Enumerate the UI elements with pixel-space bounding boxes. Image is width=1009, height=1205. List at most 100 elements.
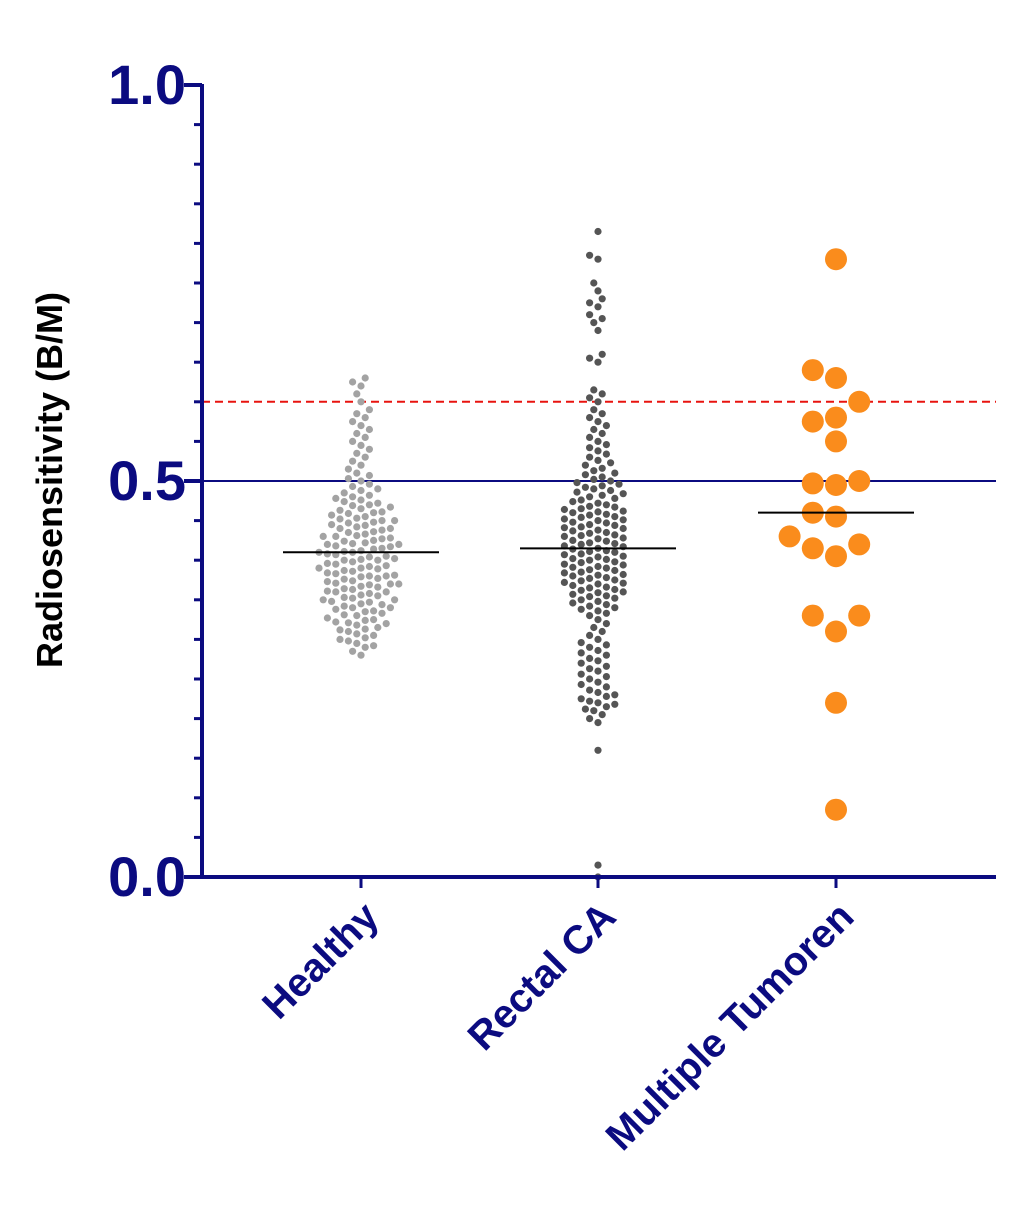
- data-point-healthy: [353, 630, 361, 638]
- data-point-rectal-ca: [577, 540, 585, 549]
- data-point-healthy: [349, 418, 357, 426]
- data-point-healthy: [344, 465, 352, 473]
- data-point-healthy: [386, 503, 394, 511]
- data-point-healthy: [340, 602, 348, 610]
- data-point-healthy: [332, 588, 340, 596]
- data-point-healthy: [386, 534, 394, 542]
- data-point-rectal-ca: [611, 503, 619, 511]
- data-point-rectal-ca: [594, 535, 602, 543]
- data-point-rectal-ca: [577, 659, 585, 667]
- data-point-healthy: [340, 537, 348, 545]
- data-point-healthy: [365, 572, 373, 580]
- data-point-rectal-ca: [594, 667, 602, 675]
- data-point-rectal-ca: [590, 279, 598, 287]
- data-point-rectal-ca: [569, 563, 577, 571]
- data-point-healthy: [361, 616, 369, 625]
- data-point-healthy: [349, 502, 357, 510]
- data-point-rectal-ca: [569, 590, 577, 598]
- data-point-healthy: [361, 643, 369, 651]
- data-point-rectal-ca: [577, 568, 585, 576]
- data-point-rectal-ca: [590, 467, 598, 475]
- data-point-healthy: [357, 573, 365, 581]
- data-point-rectal-ca: [586, 574, 594, 583]
- data-point-rectal-ca: [586, 686, 594, 694]
- data-point-rectal-ca: [611, 691, 619, 699]
- data-point-rectal-ca: [594, 657, 602, 665]
- data-point-rectal-ca: [611, 585, 619, 594]
- data-point-rectal-ca: [619, 570, 627, 579]
- data-point-multiple-tumoren: [848, 390, 871, 413]
- data-point-healthy: [319, 532, 327, 541]
- data-point-rectal-ca: [602, 620, 611, 628]
- data-point-healthy: [323, 578, 331, 586]
- data-point-healthy: [344, 509, 352, 518]
- y-tick-label: 0.5: [108, 449, 186, 512]
- data-point-healthy: [340, 585, 348, 593]
- data-point-healthy: [365, 589, 373, 598]
- data-point-rectal-ca: [586, 643, 594, 651]
- data-point-multiple-tumoren: [825, 798, 847, 821]
- data-point-healthy: [374, 499, 382, 507]
- data-point-rectal-ca: [602, 662, 611, 670]
- data-point-rectal-ca: [594, 616, 602, 624]
- data-point-rectal-ca: [602, 510, 611, 518]
- data-point-rectal-ca: [619, 490, 627, 498]
- data-point-healthy: [361, 625, 369, 633]
- data-point-healthy: [361, 530, 369, 538]
- data-point-healthy: [357, 591, 365, 599]
- data-point-rectal-ca: [594, 861, 602, 869]
- data-point-rectal-ca: [594, 688, 602, 697]
- data-point-rectal-ca: [594, 418, 602, 426]
- data-point-healthy: [382, 552, 390, 560]
- data-point-healthy: [332, 560, 340, 568]
- data-point-healthy: [328, 511, 336, 519]
- data-point-healthy: [357, 441, 365, 449]
- data-point-rectal-ca: [560, 515, 569, 523]
- data-point-rectal-ca: [586, 697, 594, 705]
- data-point-rectal-ca: [569, 536, 577, 545]
- data-point-healthy: [340, 556, 348, 564]
- data-point-rectal-ca: [577, 596, 585, 604]
- data-point-healthy: [370, 631, 378, 640]
- data-point-rectal-ca: [611, 594, 619, 602]
- data-point-healthy: [357, 486, 365, 495]
- data-point-healthy: [349, 493, 357, 501]
- data-point-rectal-ca: [594, 508, 602, 516]
- data-point-healthy: [374, 565, 382, 573]
- data-point-healthy: [391, 571, 399, 579]
- data-point-healthy: [353, 621, 361, 629]
- y-tick-label: 1.0: [108, 53, 186, 116]
- data-point-rectal-ca: [590, 707, 598, 715]
- data-point-healthy: [332, 494, 340, 502]
- data-point-healthy: [374, 574, 382, 583]
- data-point-rectal-ca: [594, 358, 602, 366]
- data-point-rectal-ca: [586, 311, 594, 319]
- data-point-multiple-tumoren: [825, 545, 847, 568]
- data-point-healthy: [349, 558, 357, 566]
- data-point-rectal-ca: [602, 601, 611, 609]
- data-point-healthy: [353, 523, 361, 531]
- data-point-rectal-ca: [586, 612, 594, 620]
- data-point-rectal-ca: [611, 558, 619, 566]
- data-point-healthy: [336, 506, 344, 514]
- data-point-rectal-ca: [586, 654, 594, 663]
- data-point-healthy: [378, 609, 386, 617]
- data-point-rectal-ca: [598, 315, 606, 323]
- data-point-healthy: [365, 406, 373, 414]
- data-point-healthy: [357, 505, 365, 513]
- data-point-rectal-ca: [586, 453, 594, 461]
- data-point-healthy: [365, 553, 373, 561]
- data-point-healthy: [349, 585, 357, 594]
- data-point-rectal-ca: [602, 574, 611, 582]
- data-point-rectal-ca: [577, 649, 585, 657]
- data-point-rectal-ca: [594, 646, 602, 655]
- data-point-healthy: [370, 509, 378, 517]
- data-point-rectal-ca: [560, 505, 569, 514]
- data-point-healthy: [353, 410, 361, 418]
- data-point-multiple-tumoren: [825, 691, 847, 714]
- data-point-rectal-ca: [602, 441, 611, 449]
- data-point-rectal-ca: [611, 531, 619, 539]
- data-point-healthy: [332, 532, 340, 541]
- data-point-healthy: [340, 566, 348, 575]
